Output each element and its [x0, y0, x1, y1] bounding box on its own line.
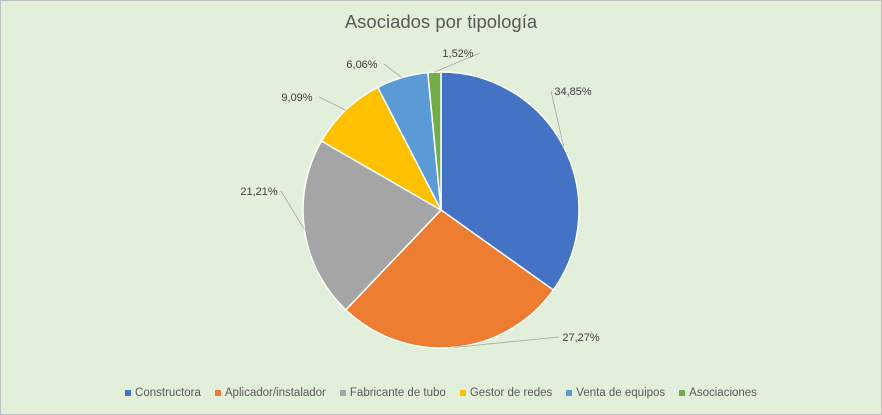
- data-label: 21,21%: [240, 186, 278, 198]
- leader-line: [454, 336, 560, 348]
- leader-line: [280, 190, 305, 230]
- legend-swatch: [566, 390, 573, 396]
- legend-label: Asociaciones: [689, 387, 757, 399]
- legend-swatch: [214, 390, 221, 396]
- data-label: 34,85%: [554, 86, 592, 98]
- legend-label: Aplicador/instalador: [224, 387, 326, 399]
- legend-item: Fabricante de tubo: [339, 387, 446, 399]
- pie-slice-constructora: [440, 71, 580, 292]
- data-label: 27,27%: [562, 332, 600, 344]
- legend-item: Constructora: [125, 387, 201, 399]
- legend-swatch: [339, 390, 346, 396]
- leader-line: [434, 52, 481, 73]
- pie-slice-asociaciones: [427, 71, 442, 211]
- legend-item: Venta de equipos: [566, 387, 665, 399]
- legend-item: Aplicador/instalador: [214, 387, 326, 399]
- legend-label: Venta de equipos: [576, 387, 666, 399]
- leader-line: [318, 96, 346, 111]
- legend-swatch: [459, 390, 466, 396]
- legend-swatch: [125, 390, 132, 396]
- legend-item: Gestor de redes: [459, 387, 553, 399]
- pie-slice-gestor-de-redes: [320, 86, 443, 212]
- legend-label: Fabricante de tubo: [349, 387, 446, 399]
- data-label: 9,09%: [281, 92, 312, 104]
- legend-swatch: [679, 390, 686, 396]
- leader-line: [550, 90, 565, 147]
- leader-line: [383, 63, 403, 78]
- legend-item: Asociaciones: [679, 387, 757, 399]
- chart-title: Asociados por tipología: [344, 11, 538, 32]
- chart-legend: Constructora Aplicador/instalador Fabrican…: [1, 387, 881, 399]
- data-label: 6,06%: [346, 59, 377, 71]
- pie-slice-fabricante-de-tubo: [302, 140, 443, 311]
- legend-label: Constructora: [135, 387, 201, 399]
- data-label: 1,52%: [442, 48, 473, 60]
- legend-label: Gestor de redes: [469, 387, 553, 399]
